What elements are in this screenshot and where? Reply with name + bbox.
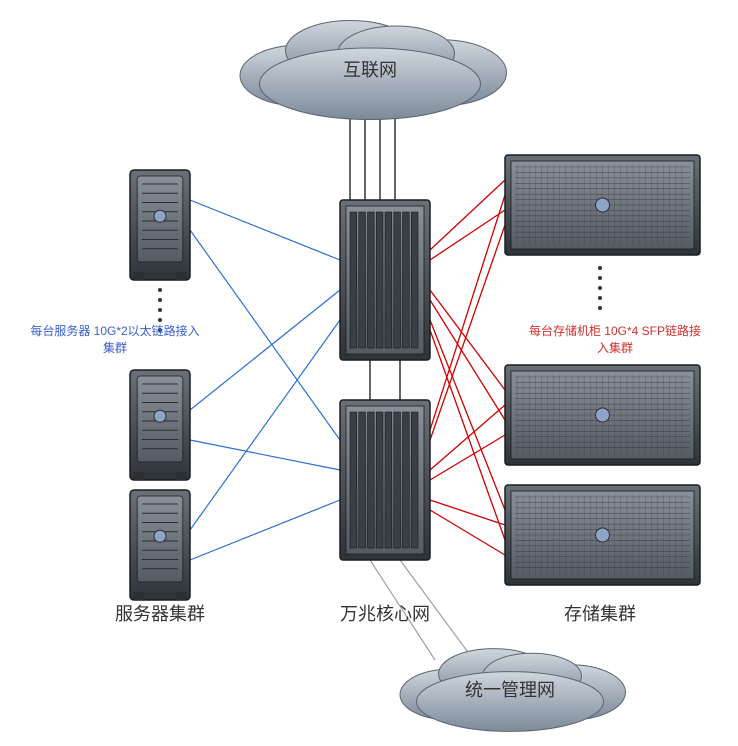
label-core: 万兆核心网 bbox=[340, 604, 430, 624]
link-server bbox=[190, 440, 340, 470]
storage-ellipsis bbox=[598, 266, 602, 270]
links-layer bbox=[190, 115, 505, 660]
link-server bbox=[190, 290, 340, 410]
link-storage bbox=[430, 225, 505, 440]
note-storage-1: 每台存储机柜 10G*4 SFP链路接 bbox=[529, 323, 701, 338]
label-servers: 服务器集群 bbox=[115, 604, 205, 624]
link-storage bbox=[430, 510, 505, 555]
link-server bbox=[190, 500, 340, 560]
server-1 bbox=[130, 370, 190, 480]
link-server bbox=[190, 200, 340, 260]
note-servers-1: 每台服务器 10G*2以太链路接入 bbox=[30, 323, 199, 338]
storage-2 bbox=[505, 485, 700, 585]
server-ellipsis bbox=[158, 298, 162, 302]
storage-ellipsis bbox=[598, 306, 602, 310]
link-storage bbox=[430, 500, 505, 525]
link-server bbox=[190, 230, 340, 440]
cloud-internet-label: 互联网 bbox=[343, 60, 397, 80]
link-server bbox=[190, 320, 340, 530]
server-ellipsis bbox=[158, 288, 162, 292]
storage-ellipsis bbox=[598, 296, 602, 300]
link-storage bbox=[430, 435, 505, 480]
server-2 bbox=[130, 490, 190, 600]
cloud-mgmt-label: 统一管理网 bbox=[465, 680, 555, 700]
label-storage: 存储集群 bbox=[564, 604, 636, 624]
nodes-layer bbox=[130, 21, 700, 732]
storage-0 bbox=[505, 155, 700, 255]
storage-1 bbox=[505, 365, 700, 465]
server-0 bbox=[130, 170, 190, 280]
storage-ellipsis bbox=[598, 286, 602, 290]
link-storage bbox=[430, 330, 505, 540]
link-storage bbox=[430, 195, 505, 430]
link-storage bbox=[430, 210, 505, 260]
link-storage bbox=[430, 180, 505, 250]
server-ellipsis bbox=[158, 308, 162, 312]
link-storage bbox=[430, 290, 505, 390]
note-servers-2: 集群 bbox=[103, 340, 127, 355]
core-switch-0 bbox=[340, 200, 430, 360]
note-storage-2: 入集群 bbox=[597, 340, 633, 355]
server-ellipsis bbox=[158, 318, 162, 322]
core-switch-1 bbox=[340, 400, 430, 560]
storage-ellipsis bbox=[598, 276, 602, 280]
